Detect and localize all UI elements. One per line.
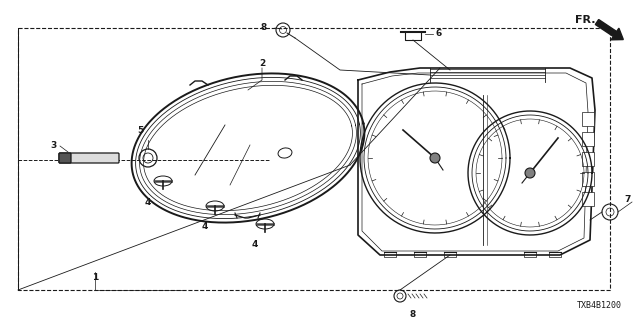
Text: 8: 8 (260, 23, 267, 33)
FancyBboxPatch shape (582, 192, 594, 206)
Text: 2: 2 (259, 59, 265, 68)
Text: 4: 4 (202, 222, 208, 231)
Text: FR.: FR. (575, 15, 595, 25)
Text: 4: 4 (145, 198, 151, 207)
Text: TXB4B1200: TXB4B1200 (577, 301, 622, 310)
FancyBboxPatch shape (582, 152, 594, 166)
FancyBboxPatch shape (582, 112, 594, 126)
Circle shape (430, 153, 440, 163)
Text: 1: 1 (92, 274, 98, 283)
Text: 5: 5 (137, 126, 143, 135)
FancyBboxPatch shape (59, 153, 119, 163)
FancyBboxPatch shape (582, 172, 594, 186)
Text: 6: 6 (435, 29, 441, 38)
Text: 7: 7 (624, 196, 630, 204)
FancyArrow shape (595, 20, 623, 40)
Circle shape (525, 168, 535, 178)
Text: 4: 4 (252, 240, 258, 249)
Text: 3: 3 (51, 141, 57, 150)
FancyBboxPatch shape (59, 153, 71, 163)
Text: 8: 8 (410, 310, 416, 319)
FancyBboxPatch shape (582, 132, 594, 146)
